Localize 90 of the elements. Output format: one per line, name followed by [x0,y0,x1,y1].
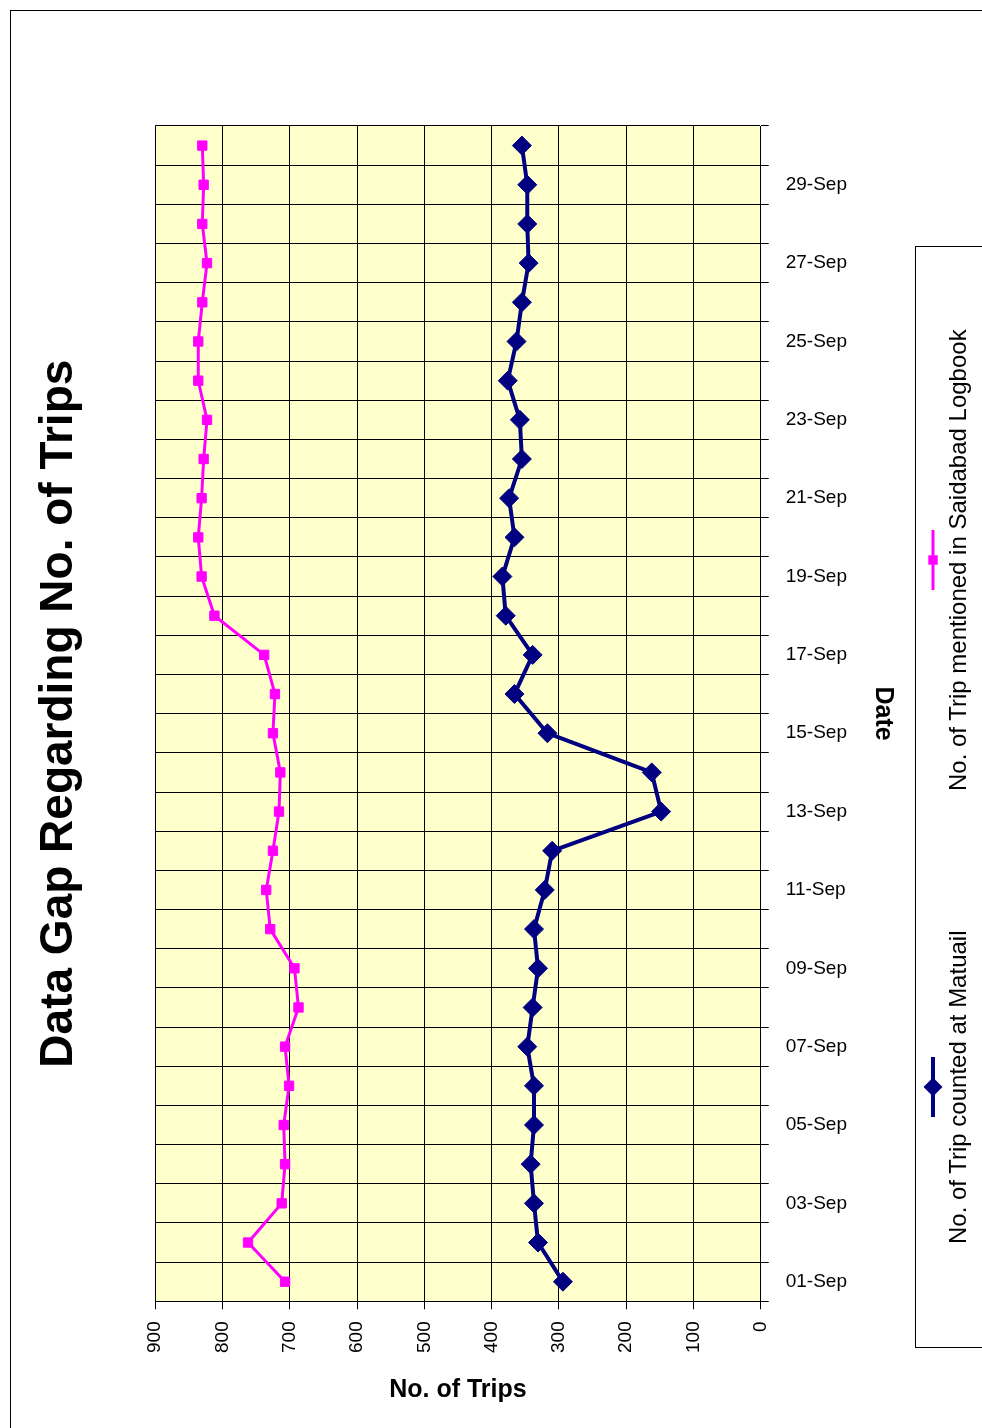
point [523,1075,544,1096]
point [201,257,213,269]
point [196,493,207,504]
point [283,1080,295,1091]
point [193,532,204,543]
point [509,409,530,430]
point [542,840,563,861]
y-tick-label: 03-Sep [785,1191,848,1213]
point [492,566,513,587]
point [520,1154,541,1175]
x-tick-label: 400 [479,1321,501,1353]
point [552,1271,573,1292]
point [528,1232,549,1253]
y-tick-label: 05-Sep [785,1113,848,1135]
point [517,174,538,195]
legend-label: No. of Trip counted at Matuail [944,930,971,1244]
point [267,728,279,739]
point [499,488,520,509]
point [534,879,555,900]
point [528,958,549,979]
point [265,923,276,935]
x-tick-label: 900 [143,1321,165,1353]
y-tick-label: 21-Sep [785,486,848,508]
y-tick-label: 09-Sep [785,956,848,978]
point [504,527,525,548]
x-tick-label: 500 [412,1321,434,1353]
y-tick-label: 13-Sep [785,799,848,821]
y-tick-label: 19-Sep [785,564,848,586]
point [293,1002,304,1013]
point [196,571,207,582]
point [273,806,285,817]
y-tick-label: 01-Sep [785,1269,848,1291]
point [279,1159,291,1170]
y-tick-label: 07-Sep [785,1034,848,1056]
point [651,801,672,822]
point [278,1119,289,1131]
y-axis-title: Date [871,686,900,741]
x-tick-label: 800 [210,1321,232,1353]
y-tick-label: 29-Sep [785,173,848,194]
x-tick-label: 600 [345,1321,367,1353]
point [523,1115,544,1135]
point [198,179,209,190]
point [275,767,286,778]
y-tick-label: 25-Sep [785,329,848,351]
point [522,997,543,1018]
point [209,610,220,621]
legend-label: No. of Trip mentioned in Saidabad Logbook [944,328,971,791]
x-tick-label: 300 [547,1321,569,1353]
point [269,688,281,700]
point [267,845,279,856]
y-tick-label: 17-Sep [785,643,848,665]
point [537,723,558,744]
point [641,762,662,783]
point [193,375,204,386]
point [198,453,209,465]
x-tick-label: 700 [278,1321,299,1353]
point [495,605,516,626]
x-tick-label: 0 [748,1321,770,1332]
point [497,370,518,391]
point [511,292,532,313]
point [522,644,543,665]
x-tick-label: 100 [681,1321,703,1353]
y-tick-label: 23-Sep [785,408,848,430]
point [261,884,272,896]
point [197,297,208,308]
point [279,1276,291,1287]
point [289,963,300,974]
point [201,414,213,425]
point [523,1193,544,1214]
point [197,140,208,151]
point [506,331,527,352]
point [523,919,544,940]
point [259,649,270,661]
point [197,218,208,230]
point [504,684,525,705]
point [517,1036,538,1057]
y-tick-label: 11-Sep [785,878,846,900]
text: Data Gap Regarding No. of Trips [30,359,83,1068]
point [242,1237,254,1248]
y-tick-label: 15-Sep [785,721,848,743]
point [518,253,539,274]
point [276,1198,287,1209]
point [517,213,538,234]
x-axis-title: No. of Trips [389,1373,527,1402]
y-tick-label: 27-Sep [785,251,848,273]
x-tick-label: 200 [614,1321,636,1353]
point [193,336,204,347]
point [279,1041,291,1052]
point [511,135,532,156]
point [511,449,532,469]
